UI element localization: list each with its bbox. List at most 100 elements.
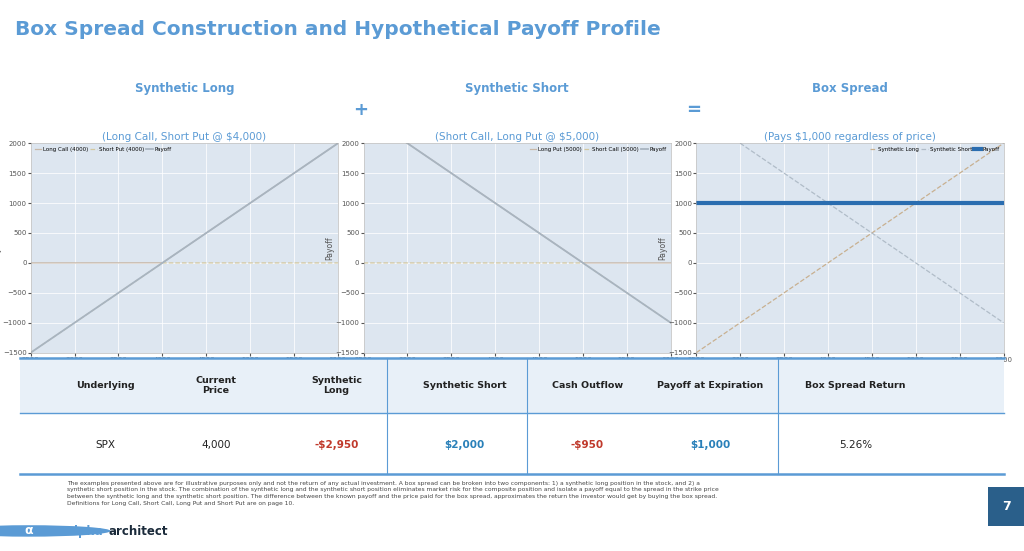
Payoff: [562, 250, 574, 256]
Text: architect: architect: [109, 525, 168, 538]
Text: Cash Outflow: Cash Outflow: [552, 381, 623, 390]
Payoff: [206, 226, 218, 233]
Long Call (4000): [229, 209, 242, 216]
Line: Long Call (4000): Long Call (4000): [31, 143, 338, 263]
Circle shape: [0, 525, 111, 537]
Long Put (5000): [539, 234, 551, 240]
Y-axis label: Payoff: Payoff: [657, 236, 667, 260]
X-axis label: Future Stock Price: Future Stock Price: [150, 364, 219, 373]
Short Call (5000): [412, 260, 424, 266]
Long Put (5000): [562, 250, 574, 256]
Line: Synthetic Short: Synthetic Short: [696, 114, 1004, 323]
Payoff: [229, 209, 242, 216]
Long Call (4000): [103, 260, 116, 266]
Short Call (5000): [497, 260, 509, 266]
Text: -$950: -$950: [570, 440, 604, 450]
Short Put (4000): [79, 312, 91, 319]
Payoff: [79, 312, 91, 319]
Payoff: [690, 200, 702, 207]
Short Call (5000): [665, 320, 677, 326]
X-axis label: Future Stock Price: Future Stock Price: [815, 364, 885, 373]
Payoff: [922, 200, 934, 207]
Line: Payoff: Payoff: [31, 143, 338, 353]
Synthetic Short: [871, 234, 884, 240]
Text: Underlying: Underlying: [76, 381, 135, 390]
Short Call (5000): [436, 260, 449, 266]
Legend: Synthetic Long, Synthetic Short, Payoff: Synthetic Long, Synthetic Short, Payoff: [868, 146, 1000, 153]
Text: Box Spread Return: Box Spread Return: [806, 381, 906, 390]
Text: +: +: [353, 101, 369, 119]
Legend: Long Call (4000), Short Put (4000), Payoff: Long Call (4000), Short Put (4000), Payo…: [34, 146, 173, 153]
Payoff: [665, 320, 677, 326]
Short Put (4000): [230, 260, 243, 266]
Short Call (5000): [562, 260, 574, 266]
Text: α: α: [25, 525, 33, 537]
Synthetic Short: [769, 164, 781, 170]
Synthetic Long: [922, 192, 934, 198]
Long Put (5000): [577, 260, 589, 266]
Payoff: [436, 164, 449, 170]
Payoff: [164, 255, 176, 261]
Short Put (4000): [103, 295, 116, 302]
Short Put (4000): [164, 260, 176, 266]
Payoff: [332, 140, 344, 147]
Long Call (4000): [25, 260, 37, 266]
Y-axis label: Payoff: Payoff: [0, 236, 1, 260]
Long Put (5000): [412, 147, 424, 154]
Synthetic Long: [997, 140, 1010, 147]
Text: Synthetic Short: Synthetic Short: [465, 82, 569, 95]
Text: (Short Call, Long Put @ $5,000): (Short Call, Long Put @ $5,000): [435, 132, 599, 142]
Text: Box Spread Construction and Hypothetical Payoff Profile: Box Spread Construction and Hypothetical…: [15, 20, 662, 39]
Bar: [20, 358, 1004, 413]
Synthetic Short: [997, 320, 1010, 326]
Payoff: [103, 295, 116, 302]
Text: alpha: alpha: [67, 525, 103, 538]
Payoff: [997, 200, 1010, 207]
Synthetic Long: [769, 295, 781, 302]
Long Call (4000): [256, 192, 268, 198]
Line: Short Put (4000): Short Put (4000): [31, 263, 338, 353]
Long Put (5000): [665, 260, 677, 266]
Payoff: [539, 234, 551, 240]
Short Call (5000): [539, 260, 551, 266]
Payoff: [497, 205, 509, 212]
Short Put (4000): [256, 260, 268, 266]
Synthetic Short: [829, 205, 842, 212]
Long Call (4000): [206, 226, 218, 233]
Long Put (5000): [497, 205, 509, 212]
Short Call (5000): [357, 260, 370, 266]
Text: Current
Price: Current Price: [196, 376, 237, 395]
Text: -$2,950: -$2,950: [314, 440, 358, 450]
Text: $2,000: $2,000: [444, 440, 484, 450]
Long Put (5000): [436, 164, 449, 170]
Payoff: [25, 349, 37, 356]
Line: Short Call (5000): Short Call (5000): [364, 263, 671, 323]
Payoff: [589, 268, 601, 274]
Payoff: [895, 200, 907, 207]
Text: Payoff at Expiration: Payoff at Expiration: [657, 381, 763, 390]
Y-axis label: Payoff: Payoff: [325, 236, 334, 260]
Text: =: =: [686, 101, 701, 119]
Text: (Pays $1,000 regardless of price): (Pays $1,000 regardless of price): [764, 132, 936, 142]
Long Call (4000): [79, 260, 91, 266]
Payoff: [256, 192, 268, 198]
Text: The examples presented above are for illustrative purposes only and not the retu: The examples presented above are for ill…: [67, 481, 718, 506]
Text: (Long Call, Short Put @ $4,000): (Long Call, Short Put @ $4,000): [102, 132, 266, 142]
X-axis label: Future Stock Price: Future Stock Price: [482, 364, 552, 373]
Synthetic Long: [829, 255, 842, 261]
Long Call (4000): [164, 255, 176, 261]
Text: Synthetic Short: Synthetic Short: [423, 381, 506, 390]
Short Put (4000): [157, 260, 169, 266]
Synthetic Short: [744, 147, 757, 154]
Text: $1,000: $1,000: [690, 440, 730, 450]
Text: 5.26%: 5.26%: [839, 440, 872, 450]
Synthetic Short: [895, 250, 907, 256]
Short Call (5000): [589, 268, 601, 274]
Text: SPX: SPX: [95, 440, 116, 450]
Bar: [988, 487, 1024, 526]
Payoff: [769, 200, 781, 207]
Synthetic Long: [690, 349, 702, 356]
Long Call (4000): [332, 140, 344, 147]
Short Put (4000): [206, 260, 218, 266]
Synthetic Short: [922, 268, 934, 274]
